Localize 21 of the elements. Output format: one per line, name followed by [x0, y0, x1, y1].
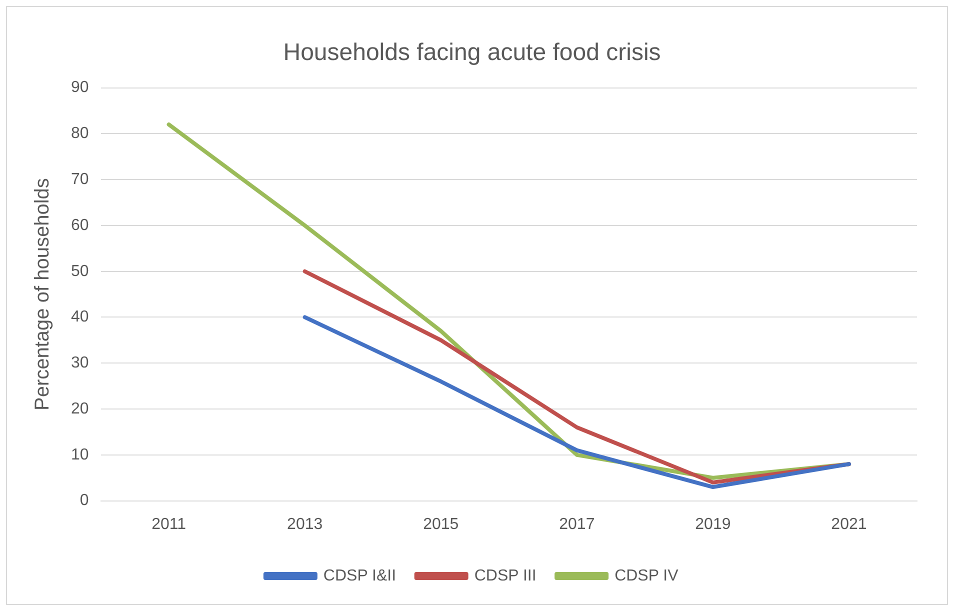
x-tick-label: 2015	[423, 516, 459, 533]
y-tick-label: 10	[71, 446, 89, 464]
y-tick-label: 40	[71, 308, 89, 326]
x-tick-label: 2019	[695, 516, 731, 533]
x-tick-label: 2021	[831, 516, 867, 533]
x-tick-label: 2017	[559, 516, 595, 533]
y-tick-label: 90	[71, 79, 89, 96]
legend-label: CDSP IV	[614, 567, 679, 584]
legend-label: CDSP III	[474, 567, 536, 584]
legend-label: CDSP I&II	[323, 567, 396, 584]
chart-title: Households facing acute food crisis	[283, 39, 661, 66]
y-tick-label: 0	[80, 492, 89, 510]
y-tick-label: 20	[71, 400, 89, 418]
y-tick-label: 50	[71, 262, 89, 280]
y-tick-label: 70	[71, 170, 89, 188]
x-tick-label: 2013	[287, 516, 323, 533]
x-tick-label: 2011	[152, 516, 186, 533]
y-tick-label: 80	[71, 125, 89, 142]
y-tick-label: 60	[71, 216, 89, 234]
y-tick-label: 30	[71, 354, 89, 372]
y-axis-title: Percentage of households	[32, 178, 54, 411]
